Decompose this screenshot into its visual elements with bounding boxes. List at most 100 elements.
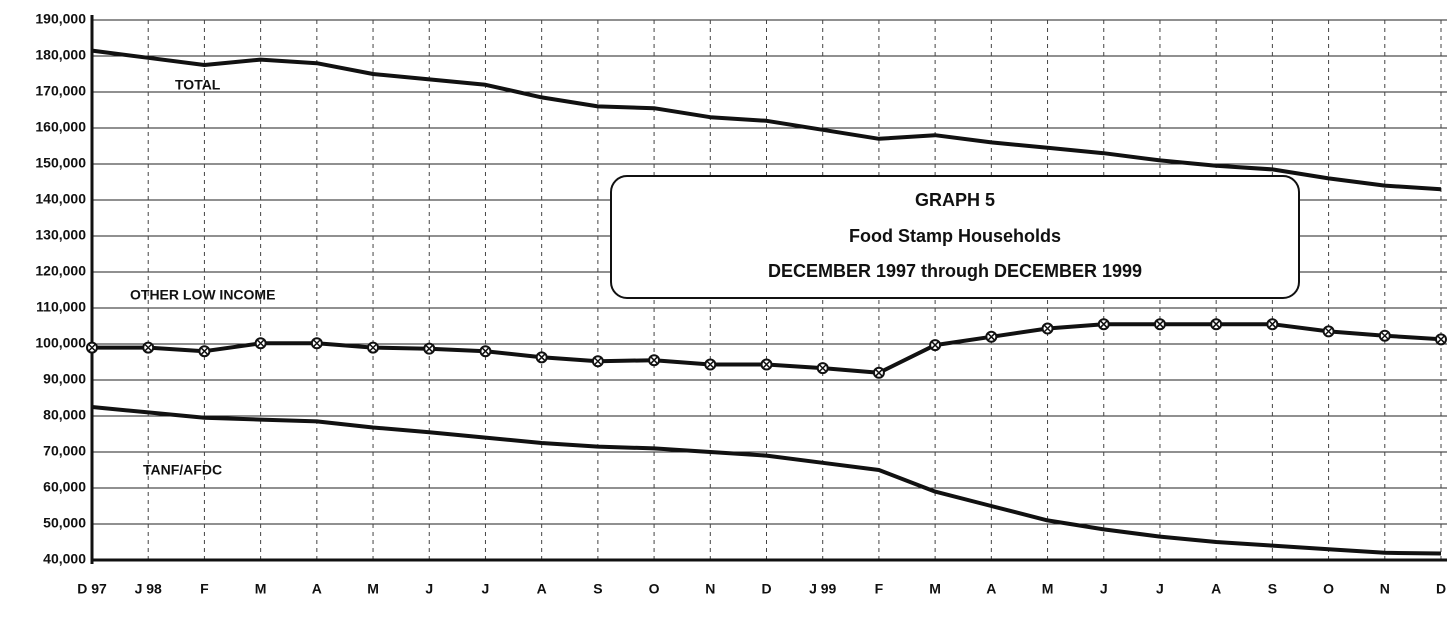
marker-cross [257,339,265,347]
point-marker [872,366,885,379]
y-tick-label: 70,000 [43,443,86,459]
point-marker [591,355,604,368]
point-marker [816,362,829,375]
y-tick-label: 180,000 [35,47,86,63]
point-marker [1322,325,1335,338]
x-tick-label: A [312,581,322,597]
y-tick-label: 60,000 [43,479,86,495]
x-tick-label: M [1042,581,1054,597]
marker-cross [1156,320,1164,328]
point-marker [1041,322,1054,335]
marker-cross [144,344,152,352]
marker-cross [1212,320,1220,328]
point-marker [86,341,98,354]
marker-cross [200,347,208,355]
marker-cross [425,345,433,353]
point-marker [198,345,211,358]
y-tick-label: 110,000 [36,299,86,315]
series-label: TOTAL [175,77,221,93]
x-tick-label: M [255,581,267,597]
chart-title: GRAPH 5 [915,190,995,210]
marker-cross [1437,335,1445,343]
point-marker [479,345,492,358]
chart-subtitle: Food Stamp Households [849,226,1061,246]
x-tick-label: O [1323,581,1334,597]
x-tick-label: O [649,581,660,597]
x-tick-label: A [986,581,996,597]
x-tick-label: J 98 [135,581,162,597]
y-tick-label: 130,000 [35,227,86,243]
y-tick-label: 90,000 [43,371,86,387]
marker-cross [313,339,321,347]
point-marker [535,351,548,364]
point-marker [254,337,267,350]
point-marker [1266,318,1279,331]
y-tick-label: 100,000 [35,335,86,351]
series-line [91,48,1442,192]
point-marker [310,337,323,350]
point-marker [704,358,717,371]
x-tick-label: F [200,581,209,597]
marker-cross [538,353,546,361]
x-tick-label: J 99 [809,581,836,597]
marker-cross [1325,327,1333,335]
point-marker [1097,318,1110,331]
marker-cross [1100,320,1108,328]
marker-cross [369,344,377,352]
title-box [610,175,1300,299]
y-tick-label: 160,000 [35,119,86,135]
x-tick-label: D [761,581,771,597]
marker-cross [594,357,602,365]
marker-cross [650,356,658,364]
series-label: TANF/AFDC [143,462,222,478]
x-tick-label: N [705,581,715,597]
marker-cross [1044,324,1052,333]
x-tick-label: D 97 [77,581,107,597]
x-tick-label: S [1268,581,1277,597]
point-marker [1435,333,1447,346]
x-tick-label: J [482,581,490,597]
y-tick-label: 50,000 [43,515,86,531]
y-tick-label: 120,000 [35,263,86,279]
x-tick-label: M [367,581,379,597]
point-marker [648,354,661,367]
marker-cross [819,364,827,372]
point-marker [142,341,155,354]
point-marker [1210,318,1223,331]
marker-cross [706,360,714,369]
series-line [91,405,1442,556]
marker-cross [931,341,939,349]
point-marker [985,330,998,343]
point-marker [1378,329,1391,342]
x-tick-label: S [593,581,602,597]
x-tick-label: J [425,581,433,597]
point-marker [423,342,436,355]
x-tick-label: A [537,581,547,597]
point-marker [760,358,773,371]
point-marker [929,339,942,352]
x-tick-label: F [875,581,884,597]
y-tick-label: 140,000 [35,191,86,207]
y-tick-label: 80,000 [43,407,86,423]
x-tick-label: N [1380,581,1390,597]
marker-cross [875,369,883,377]
marker-cross [481,347,489,355]
x-tick-label: J [1100,581,1108,597]
chart-subtitle: DECEMBER 1997 through DECEMBER 1999 [768,261,1142,281]
point-marker [1153,318,1166,331]
series-label: OTHER LOW INCOME [130,287,275,303]
y-tick-label: 40,000 [43,551,86,567]
marker-cross [762,360,771,369]
x-tick-label: A [1211,581,1221,597]
y-tick-label: 170,000 [35,83,86,99]
marker-cross [1268,320,1276,328]
y-tick-label: 190,000 [35,11,86,27]
x-tick-label: D [1436,581,1446,597]
x-tick-label: J [1156,581,1164,597]
x-tick-label: M [929,581,941,597]
point-marker [367,341,380,354]
marker-cross [987,333,995,341]
y-tick-label: 150,000 [35,155,86,171]
marker-cross [88,344,96,352]
